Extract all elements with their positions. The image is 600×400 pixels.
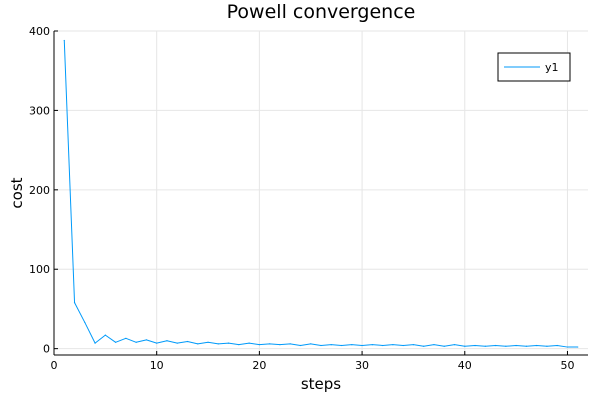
data-point <box>186 340 189 343</box>
data-point <box>525 345 527 347</box>
data-point <box>402 344 404 347</box>
data-point <box>197 343 199 345</box>
data-point <box>279 344 281 346</box>
data-point <box>104 334 106 336</box>
y-tick-label: 400 <box>29 25 50 38</box>
y-tick-label: 0 <box>43 343 50 356</box>
legend-label: y1 <box>545 61 559 74</box>
data-point <box>63 39 65 42</box>
data-point <box>166 340 168 342</box>
data-point <box>238 344 240 346</box>
data-point <box>289 343 291 345</box>
x-tick-label: 30 <box>355 359 369 372</box>
data-point <box>217 343 219 345</box>
data-point <box>73 301 76 304</box>
data-point <box>310 343 312 345</box>
data-point <box>135 341 137 343</box>
x-tick-label: 40 <box>458 359 472 372</box>
data-point <box>392 344 394 346</box>
data-point <box>269 343 271 345</box>
data-point <box>443 345 445 347</box>
data-point <box>515 344 517 347</box>
data-point <box>371 344 373 346</box>
data-point <box>84 321 86 324</box>
data-point <box>556 344 558 347</box>
data-point <box>227 342 230 344</box>
chart-title: Powell convergence <box>227 1 416 23</box>
x-tick-label: 10 <box>150 359 164 372</box>
data-point <box>125 337 127 339</box>
data-point <box>351 344 353 346</box>
data-point <box>94 342 96 344</box>
data-point <box>248 342 250 344</box>
x-axis-title: steps <box>301 375 341 393</box>
data-point <box>484 345 486 347</box>
data-point <box>546 345 548 347</box>
data-point <box>176 342 178 344</box>
data-point <box>156 342 158 344</box>
x-tick-label: 20 <box>252 359 266 372</box>
y-tick-label: 200 <box>29 184 50 197</box>
data-point <box>412 344 415 346</box>
y-tick-label: 100 <box>29 263 50 276</box>
data-point <box>453 344 456 346</box>
data-point <box>505 345 507 347</box>
legend: y1 <box>497 52 571 82</box>
data-point <box>474 344 476 347</box>
data-point <box>577 346 579 348</box>
data-point <box>258 344 260 346</box>
data-point <box>433 344 435 346</box>
data-point <box>115 341 117 343</box>
data-point <box>361 344 363 347</box>
x-tick-label: 50 <box>560 359 574 372</box>
data-point <box>566 346 569 348</box>
x-tick-label: 0 <box>51 359 58 372</box>
data-point <box>320 344 322 347</box>
data-point <box>464 345 466 347</box>
data-point <box>145 339 148 341</box>
data-point <box>340 344 343 347</box>
y-axis-title: cost <box>8 177 26 208</box>
data-point <box>330 344 332 346</box>
data-point <box>207 341 209 343</box>
data-point <box>299 344 302 347</box>
data-point <box>423 345 425 347</box>
y-tick-label: 300 <box>29 104 50 117</box>
data-point <box>494 344 497 347</box>
data-point <box>536 344 538 347</box>
data-point <box>382 344 384 347</box>
series-line-y1 <box>63 40 578 348</box>
